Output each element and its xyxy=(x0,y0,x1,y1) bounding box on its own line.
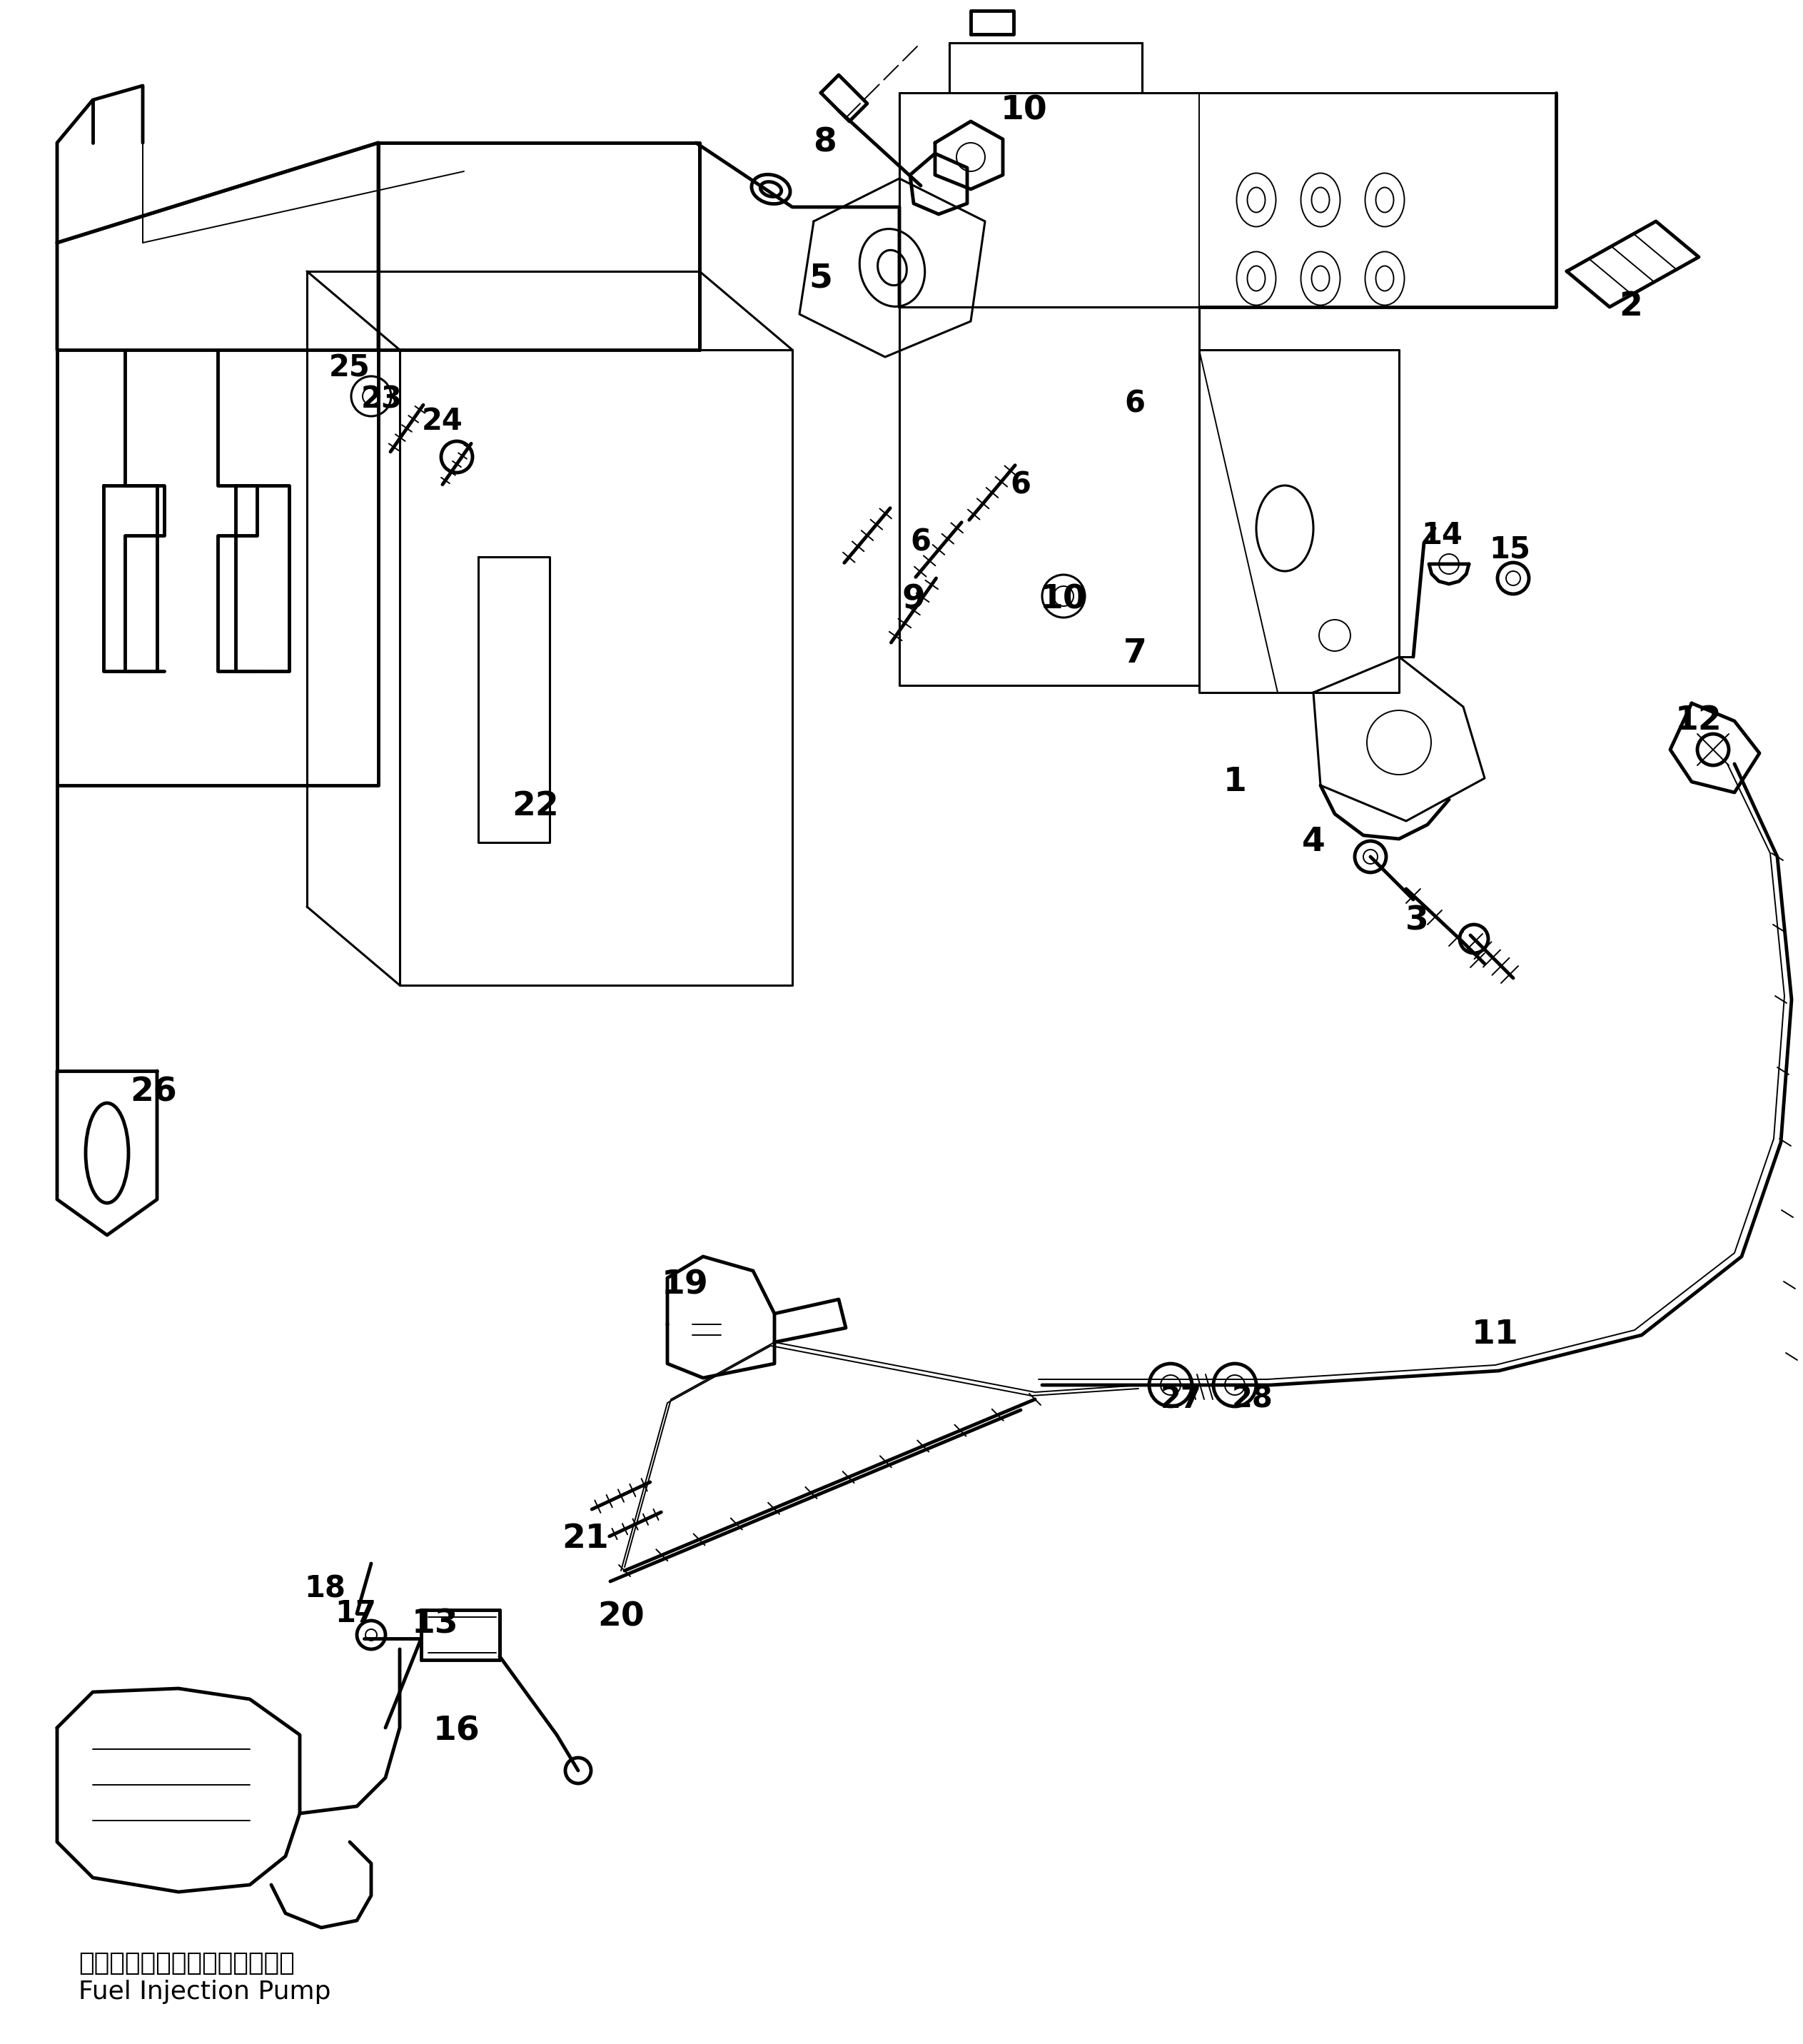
Text: 5: 5 xyxy=(810,262,833,294)
Text: Fuel Injection Pump: Fuel Injection Pump xyxy=(79,1981,330,2003)
Text: 17: 17 xyxy=(335,1598,377,1629)
Text: 6: 6 xyxy=(1010,470,1031,501)
Text: 11: 11 xyxy=(1471,1318,1518,1351)
Text: 20: 20 xyxy=(597,1600,644,1633)
Text: 9: 9 xyxy=(902,585,925,615)
Text: 21: 21 xyxy=(563,1523,609,1555)
Text: 15: 15 xyxy=(1489,536,1531,564)
Text: 2: 2 xyxy=(1619,290,1643,323)
Text: フェルインジェクションポンプ: フェルインジェクションポンプ xyxy=(79,1952,294,1975)
Text: 16: 16 xyxy=(433,1715,480,1748)
Text: 8: 8 xyxy=(813,127,837,159)
Text: 10: 10 xyxy=(1001,94,1048,127)
Text: 3: 3 xyxy=(1405,905,1428,936)
Text: 6: 6 xyxy=(911,527,930,558)
Text: 10: 10 xyxy=(1040,585,1087,615)
Text: 6: 6 xyxy=(1125,388,1145,419)
Text: 25: 25 xyxy=(330,354,370,382)
Text: 23: 23 xyxy=(361,384,402,415)
Text: 18: 18 xyxy=(305,1574,346,1602)
Text: 26: 26 xyxy=(130,1077,177,1108)
Text: 12: 12 xyxy=(1675,705,1722,738)
Text: 24: 24 xyxy=(422,407,463,435)
Text: 13: 13 xyxy=(411,1609,458,1639)
Text: 4: 4 xyxy=(1302,826,1325,858)
Text: 27: 27 xyxy=(1161,1384,1203,1414)
Text: 19: 19 xyxy=(662,1269,709,1302)
Text: 1: 1 xyxy=(1222,766,1246,797)
Text: 14: 14 xyxy=(1421,521,1462,550)
Text: 22: 22 xyxy=(512,791,559,824)
Text: 28: 28 xyxy=(1231,1384,1273,1414)
Text: 7: 7 xyxy=(1123,638,1147,668)
